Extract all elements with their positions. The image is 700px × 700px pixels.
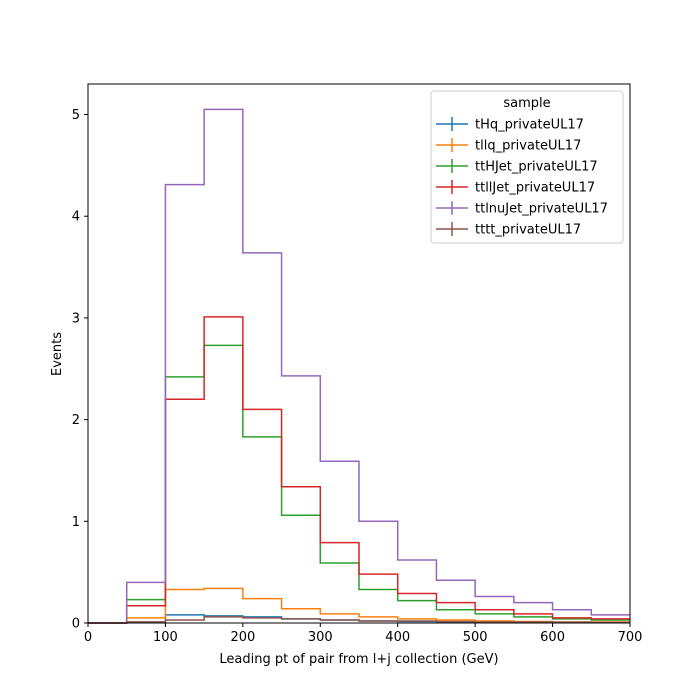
series-line-ttllJet_privateUL17 [88,316,630,624]
legend-title: sample [503,96,550,111]
y-axis-label: Events [50,332,65,376]
legend: sample tHq_privateUL17 tllq_privateUL17tt… [430,90,624,244]
series-line-ttlnuJet_privateUL17 [88,108,630,624]
x-axis-label: Leading pt of pair from l+j collection (… [219,652,498,667]
x-tick-label: 100 [153,630,178,645]
x-tick-label: 300 [308,630,333,645]
y-tick-label: 5 [72,108,80,123]
series-line-tttt_privateUL17 [88,616,630,624]
y-tick-label: 0 [72,617,80,632]
x-tick-label: 600 [540,630,565,645]
x-tick-label: 500 [463,630,488,645]
legend-label: ttlnuJet_privateUL17 [475,202,608,217]
series-line-ttHJet_privateUL17 [88,344,630,624]
y-axis: 0 1 2 3 4 5 [72,108,88,632]
x-axis: 0 100 200 300 400 500 600 700 [84,623,643,645]
series-layer [88,108,630,624]
legend-label: ttllJet_privateUL17 [475,181,595,196]
legend-label: tHq_privateUL17 [475,118,584,133]
y-tick-label: 4 [72,210,80,225]
x-tick-label: 200 [230,630,255,645]
plot-frame [87,83,631,624]
x-tick-label: 400 [385,630,410,645]
x-tick-label: 700 [618,630,643,645]
legend-label: tllq_privateUL17 [475,139,581,154]
legend-label: ttHJet_privateUL17 [475,160,598,175]
y-tick-label: 2 [72,413,80,428]
y-tick-label: 1 [72,515,80,530]
y-tick-label: 3 [72,311,80,326]
x-tick-label: 0 [84,630,92,645]
legend-box [430,90,624,244]
legend-label: tttt_privateUL17 [475,223,581,238]
